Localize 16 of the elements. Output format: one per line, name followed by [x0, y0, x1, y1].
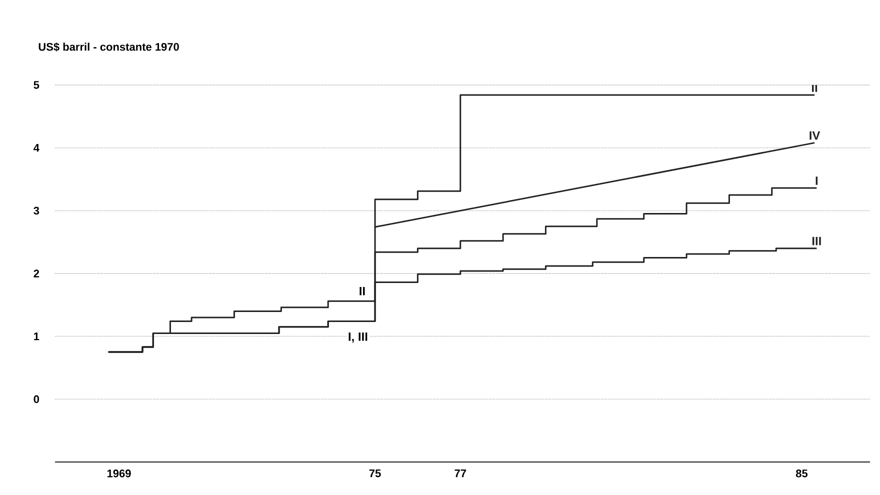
- y-tick-label: 4: [34, 144, 40, 152]
- y-tick-label: 5: [34, 81, 40, 89]
- x-tick-label: 85: [796, 470, 808, 478]
- series-label: III: [812, 236, 821, 246]
- annotation: I, III: [348, 332, 368, 343]
- y-tick-label: 1: [34, 332, 40, 340]
- x-tick-label: 75: [369, 470, 381, 478]
- series-label: I: [816, 176, 818, 185]
- y-tick-label: 0: [34, 395, 40, 404]
- series-label: IV: [810, 131, 820, 140]
- y-tick-label: 2: [34, 270, 40, 278]
- y-axis-title: US$ barril - constante 1970: [38, 42, 179, 52]
- annotation: II: [360, 286, 365, 296]
- x-tick-label: 77: [454, 470, 466, 478]
- x-tick-label: 1969: [107, 470, 131, 478]
- y-tick-label: 3: [34, 206, 40, 215]
